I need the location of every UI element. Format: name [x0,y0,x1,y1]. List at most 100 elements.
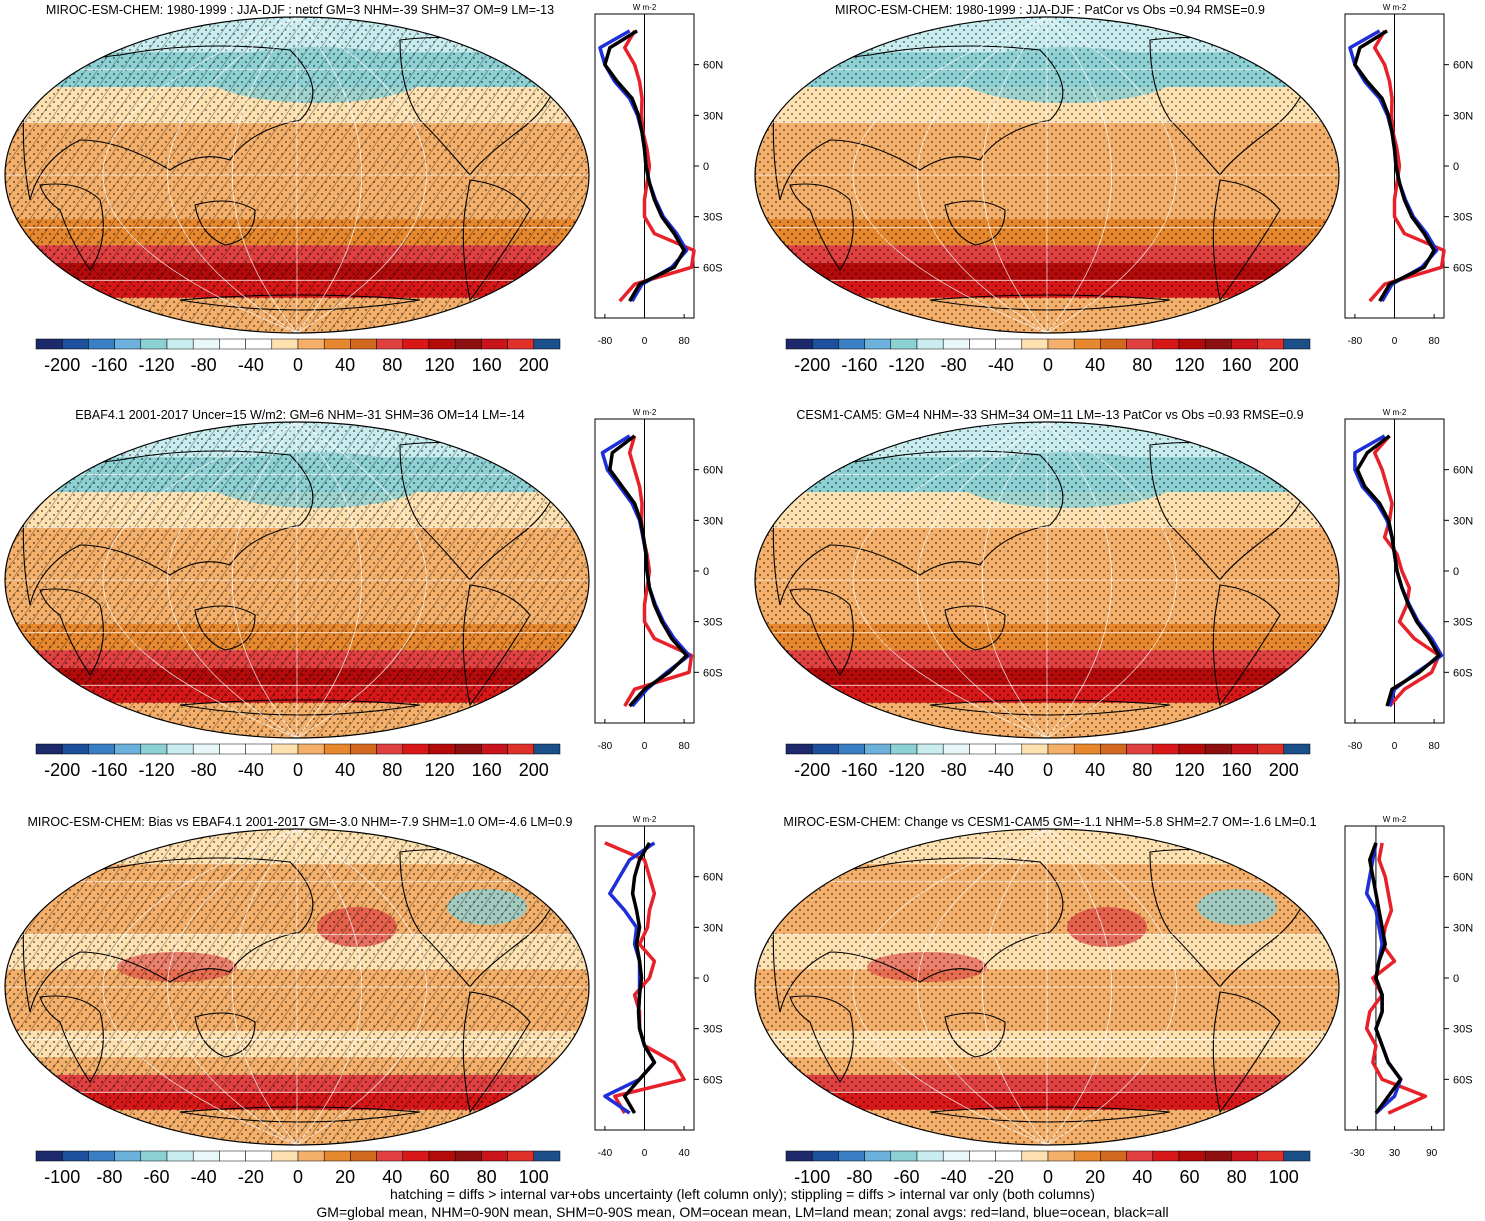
colorbar-swatch [61,743,89,755]
colorbar-label: -40 [988,760,1014,780]
map-border [4,828,590,1146]
colorbar-swatch [35,743,63,755]
colorbar-label: -40 [238,760,264,780]
panel-svg: W m-2 60N 30N 0 30S 60S -80 0 80 -200 -160 -120 -80 -… [4,408,723,780]
lat-tick-label: 60S [703,262,723,274]
colorbar-swatch [323,743,351,755]
colorbar-label: -20 [238,1167,264,1187]
zonal-line-all [608,434,689,708]
colorbar-swatch [1283,743,1311,755]
colorbar-swatch [1100,1150,1127,1162]
colorbar-label: 0 [293,1167,303,1187]
coastline [462,584,531,707]
colorbar-swatch [1231,743,1258,755]
colorbar-swatch [969,1150,996,1162]
panel-4: CESM1-CAM5: GM=4 NHM=-33 SHM=34 OM=11 LM… [750,405,1485,810]
colorbar-label: -40 [941,1167,967,1187]
colorbar-swatch [88,743,115,755]
map-field [755,17,1339,333]
colorbar-swatch [1257,743,1285,755]
coastline [772,450,1064,606]
zonal-line-all [1368,842,1403,1115]
colorbar-swatch [245,1150,273,1162]
colorbar-swatch [481,338,508,350]
colorbar-label: 120 [1174,355,1204,375]
colorbar-swatch [350,743,377,755]
zonal-line-all [622,842,657,1114]
gridline-lon [852,17,1048,333]
colorbar-label: 0 [293,355,303,375]
map-border [4,16,590,334]
colorbar-label: -20 [988,1167,1014,1187]
colorbar-swatch [88,338,115,350]
colorbar-label: -200 [794,355,830,375]
map-field [5,422,589,738]
lat-tick-label: 0 [1453,973,1459,985]
colorbar-swatch [838,1150,865,1162]
colorbar-swatch [916,743,944,755]
colorbar-label: -200 [794,760,830,780]
colorbar-swatch [428,743,456,755]
colorbar-swatch [297,743,325,755]
zonal-x-tick-label: 0 [642,336,648,347]
colorbar-swatch [166,1150,194,1162]
colorbar-label: -40 [988,355,1014,375]
lat-tick-label: 60S [703,667,723,679]
lat-tick-label: 60N [703,60,723,72]
gridline-lon [1046,422,1113,738]
colorbar-swatch [1178,1150,1206,1162]
colorbar-swatch [350,1150,377,1162]
coastline [39,588,104,676]
lat-tick-label: 0 [703,566,709,578]
lat-tick-label: 60S [1453,262,1473,274]
colorbar-swatch [942,1150,970,1162]
colorbar-label: 80 [382,760,402,780]
colorbar-swatch [1047,1150,1075,1162]
gridline-lon [167,829,298,1145]
zonal-x-tick-label: -80 [1348,336,1363,347]
colorbar-label: -120 [889,760,925,780]
gridline-lon [1046,829,1113,1145]
gridline-lon [231,422,298,738]
colorbar-label: -160 [841,355,877,375]
colorbar-swatch [166,743,194,755]
colorbar-swatch [1178,743,1206,755]
zonal-unit-label: W m-2 [1383,3,1407,12]
colorbar-swatch [454,1150,482,1162]
lat-tick-label: 60N [1453,60,1473,72]
map-border [754,828,1340,1146]
colorbar-swatch [1047,338,1075,350]
gridline-lon [102,422,298,738]
colorbar-swatch [838,743,865,755]
colorbar-swatch [942,338,970,350]
colorbar-swatch [1100,743,1127,755]
colorbar-swatch [785,743,813,755]
coastline [789,183,854,271]
zonal-line-land [604,841,686,1114]
gridline-lon [917,17,1048,333]
coastline [179,1106,421,1123]
colorbar-swatch [1283,338,1311,350]
colorbar-swatch [995,743,1023,755]
map-border [4,421,590,739]
colorbar-swatch [166,338,194,350]
coastline [1212,179,1281,302]
colorbar-label: 200 [1269,760,1299,780]
gridline-lon [981,422,1048,738]
colorbar-label: 80 [1227,1167,1247,1187]
gridline-lon [296,829,363,1145]
colorbar-swatch [1073,743,1101,755]
colorbar-swatch [1073,338,1101,350]
colorbar-swatch [114,743,142,755]
gridline-lon [102,17,298,333]
zonal-line-land [1372,434,1441,708]
colorbar-label: -80 [941,760,967,780]
colorbar-swatch [507,743,535,755]
colorbar-swatch [297,338,325,350]
colorbar-label: 160 [472,355,502,375]
colorbar-label: 0 [1043,355,1053,375]
colorbar-swatch [192,338,220,350]
coastline [1212,584,1281,707]
colorbar-swatch [481,1150,508,1162]
lat-tick-label: 30S [1453,617,1473,629]
